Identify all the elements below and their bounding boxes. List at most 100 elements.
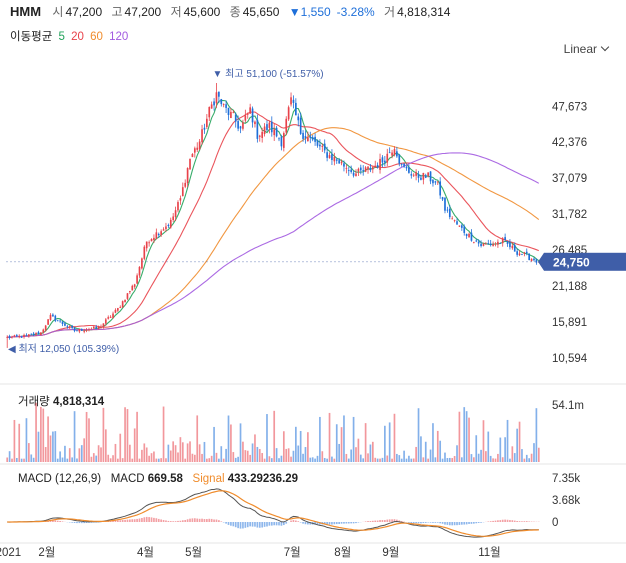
candle-body [323, 143, 326, 151]
volume-bar [295, 426, 297, 462]
candlestick-bar [482, 242, 485, 247]
candle-body [37, 332, 40, 335]
volume-bar [160, 458, 162, 462]
volume-bar [150, 453, 153, 462]
candlestick-bar [47, 318, 49, 325]
candlestick-bar [76, 329, 78, 332]
candlestick-bar [485, 242, 487, 245]
volume-bar [311, 457, 314, 462]
candle-body [432, 179, 434, 184]
volume-bar [25, 418, 28, 462]
candle-body [338, 160, 340, 164]
candlestick-bar [145, 241, 148, 252]
volume-bar [302, 453, 304, 462]
low-label: 저 [170, 5, 182, 19]
candle-body [254, 121, 256, 125]
volume-bar [153, 451, 155, 462]
candle-body [422, 172, 425, 180]
candle-body [258, 135, 261, 137]
candle-body [230, 111, 232, 119]
candlestick-bar [64, 321, 66, 327]
candle-body [148, 242, 150, 244]
candlestick-bar [509, 239, 511, 250]
candlestick-bar [239, 125, 242, 134]
candle-body [451, 218, 454, 220]
moving-average-line-20 [7, 111, 539, 338]
volume-bar [511, 446, 514, 462]
candle-body [468, 233, 470, 238]
candlestick-bar [359, 164, 362, 175]
macd-histogram-bar [193, 518, 196, 522]
macd-histogram-bar [463, 522, 466, 525]
candlestick-bar [374, 160, 377, 168]
candlestick-bar [307, 131, 309, 142]
scale-selector[interactable]: Linear [564, 42, 610, 56]
volume-bar [13, 419, 16, 462]
macd-histogram-bar [148, 517, 150, 522]
volume-bar [107, 454, 110, 462]
macd-histogram-bar [133, 519, 136, 522]
macd-histogram-bar [78, 522, 81, 524]
volume-bar [420, 436, 422, 462]
candlestick-bar [444, 197, 446, 214]
candle-body [295, 102, 297, 116]
volume-bar [85, 411, 88, 462]
macd-histogram-bar [143, 517, 146, 522]
candle-body [15, 335, 18, 337]
volume-bar [506, 419, 509, 462]
macd-histogram-bar [393, 519, 396, 522]
symbol-name: HMM [10, 4, 42, 19]
volume-bar [218, 458, 220, 462]
volume-bar [451, 458, 454, 462]
candle-body [504, 237, 506, 241]
volume-bar [350, 449, 353, 462]
macd-axis-tick: 3.68k [552, 495, 580, 507]
macd-histogram-bar [186, 519, 189, 522]
candle-body [302, 132, 304, 139]
candle-body [487, 243, 490, 244]
volume-bar [100, 447, 102, 462]
macd-histogram-bar [441, 522, 444, 524]
macd-histogram-bar [88, 522, 90, 523]
volume-bar [282, 431, 285, 462]
candle-body [398, 154, 401, 164]
volume-bar [398, 455, 401, 462]
macd-histogram-bar [357, 522, 360, 523]
candle-body [379, 158, 381, 170]
volume-bar [535, 408, 538, 462]
macd-histogram-bar [270, 522, 273, 526]
volume-bar [335, 424, 338, 462]
volume-bar [213, 426, 215, 462]
candlestick-bar [189, 158, 191, 170]
candlestick-bar [275, 125, 278, 138]
volume-bar [477, 453, 480, 462]
candle-body [119, 306, 122, 308]
candle-body [138, 266, 141, 276]
candlestick-bar [179, 195, 182, 205]
volume-bar [453, 456, 456, 462]
candlestick-bar [381, 155, 384, 168]
volume-bar [494, 458, 497, 462]
candlestick-bar [458, 225, 461, 227]
macd-histogram-bar [52, 520, 54, 522]
candlestick-bar [369, 163, 372, 173]
candlestick-bar [388, 147, 391, 154]
candlestick-bar [311, 135, 314, 142]
candle-body [59, 320, 61, 322]
volume-bar [220, 446, 223, 462]
candlestick-bar [215, 83, 218, 109]
candlestick-bar [32, 331, 35, 337]
volume-bar [275, 448, 278, 462]
candlestick-bar [165, 222, 167, 233]
volume-bar [381, 457, 384, 462]
candle-body [371, 167, 374, 170]
volume-bar [434, 457, 437, 462]
candle-body [114, 309, 117, 313]
volume-bar [37, 431, 40, 462]
volume-legend-value: 4,818,314 [52, 396, 105, 408]
candlestick-bar [273, 123, 276, 141]
candlestick-bar [376, 162, 379, 169]
candle-body [304, 136, 307, 139]
volume-bar [371, 441, 374, 462]
